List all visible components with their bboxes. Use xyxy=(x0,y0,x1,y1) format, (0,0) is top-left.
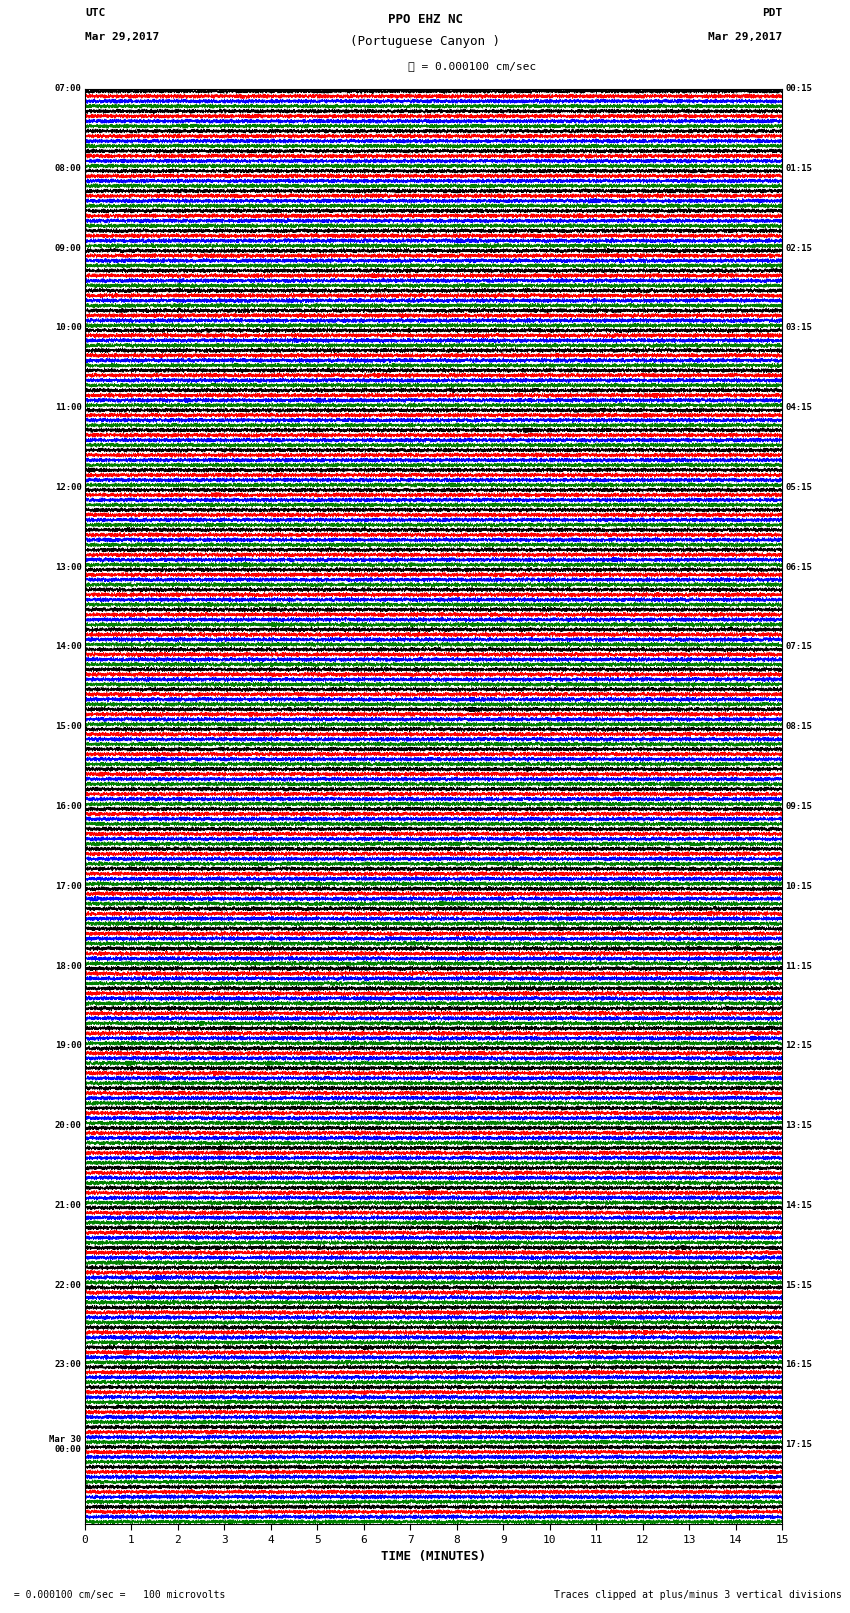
Text: 12:15: 12:15 xyxy=(785,1042,813,1050)
Text: 00:15: 00:15 xyxy=(785,84,813,94)
Text: 22:00: 22:00 xyxy=(54,1281,82,1289)
Text: ⏐ = 0.000100 cm/sec: ⏐ = 0.000100 cm/sec xyxy=(408,61,536,71)
Text: 16:15: 16:15 xyxy=(785,1360,813,1369)
Text: 01:15: 01:15 xyxy=(785,165,813,173)
Text: 19:00: 19:00 xyxy=(54,1042,82,1050)
Text: Traces clipped at plus/minus 3 vertical divisions: Traces clipped at plus/minus 3 vertical … xyxy=(553,1590,842,1600)
Text: 09:00: 09:00 xyxy=(54,244,82,253)
Text: 03:15: 03:15 xyxy=(785,324,813,332)
Text: 17:00: 17:00 xyxy=(54,882,82,890)
Text: 16:00: 16:00 xyxy=(54,802,82,811)
Text: 04:15: 04:15 xyxy=(785,403,813,413)
Text: 08:00: 08:00 xyxy=(54,165,82,173)
Text: Mar 29,2017: Mar 29,2017 xyxy=(708,32,782,42)
Text: 21:00: 21:00 xyxy=(54,1200,82,1210)
Text: PDT: PDT xyxy=(762,8,782,18)
Text: 13:15: 13:15 xyxy=(785,1121,813,1131)
Text: 11:00: 11:00 xyxy=(54,403,82,413)
Text: 07:15: 07:15 xyxy=(785,642,813,652)
Text: 02:15: 02:15 xyxy=(785,244,813,253)
Text: 12:00: 12:00 xyxy=(54,482,82,492)
Text: = 0.000100 cm/sec =   100 microvolts: = 0.000100 cm/sec = 100 microvolts xyxy=(8,1590,226,1600)
Text: 14:15: 14:15 xyxy=(785,1200,813,1210)
Text: 23:00: 23:00 xyxy=(54,1360,82,1369)
Text: Mar 30
00:00: Mar 30 00:00 xyxy=(49,1436,82,1455)
Text: 18:00: 18:00 xyxy=(54,961,82,971)
Text: 13:00: 13:00 xyxy=(54,563,82,571)
X-axis label: TIME (MINUTES): TIME (MINUTES) xyxy=(381,1550,486,1563)
Text: 17:15: 17:15 xyxy=(785,1440,813,1448)
Text: 11:15: 11:15 xyxy=(785,961,813,971)
Text: 20:00: 20:00 xyxy=(54,1121,82,1131)
Text: 05:15: 05:15 xyxy=(785,482,813,492)
Text: 06:15: 06:15 xyxy=(785,563,813,571)
Text: 07:00: 07:00 xyxy=(54,84,82,94)
Text: 10:15: 10:15 xyxy=(785,882,813,890)
Text: UTC: UTC xyxy=(85,8,105,18)
Text: Mar 29,2017: Mar 29,2017 xyxy=(85,32,159,42)
Text: 09:15: 09:15 xyxy=(785,802,813,811)
Text: PPO EHZ NC: PPO EHZ NC xyxy=(388,13,462,26)
Text: 14:00: 14:00 xyxy=(54,642,82,652)
Text: 10:00: 10:00 xyxy=(54,324,82,332)
Text: (Portuguese Canyon ): (Portuguese Canyon ) xyxy=(350,35,500,48)
Text: 15:00: 15:00 xyxy=(54,723,82,731)
Text: 15:15: 15:15 xyxy=(785,1281,813,1289)
Text: 08:15: 08:15 xyxy=(785,723,813,731)
